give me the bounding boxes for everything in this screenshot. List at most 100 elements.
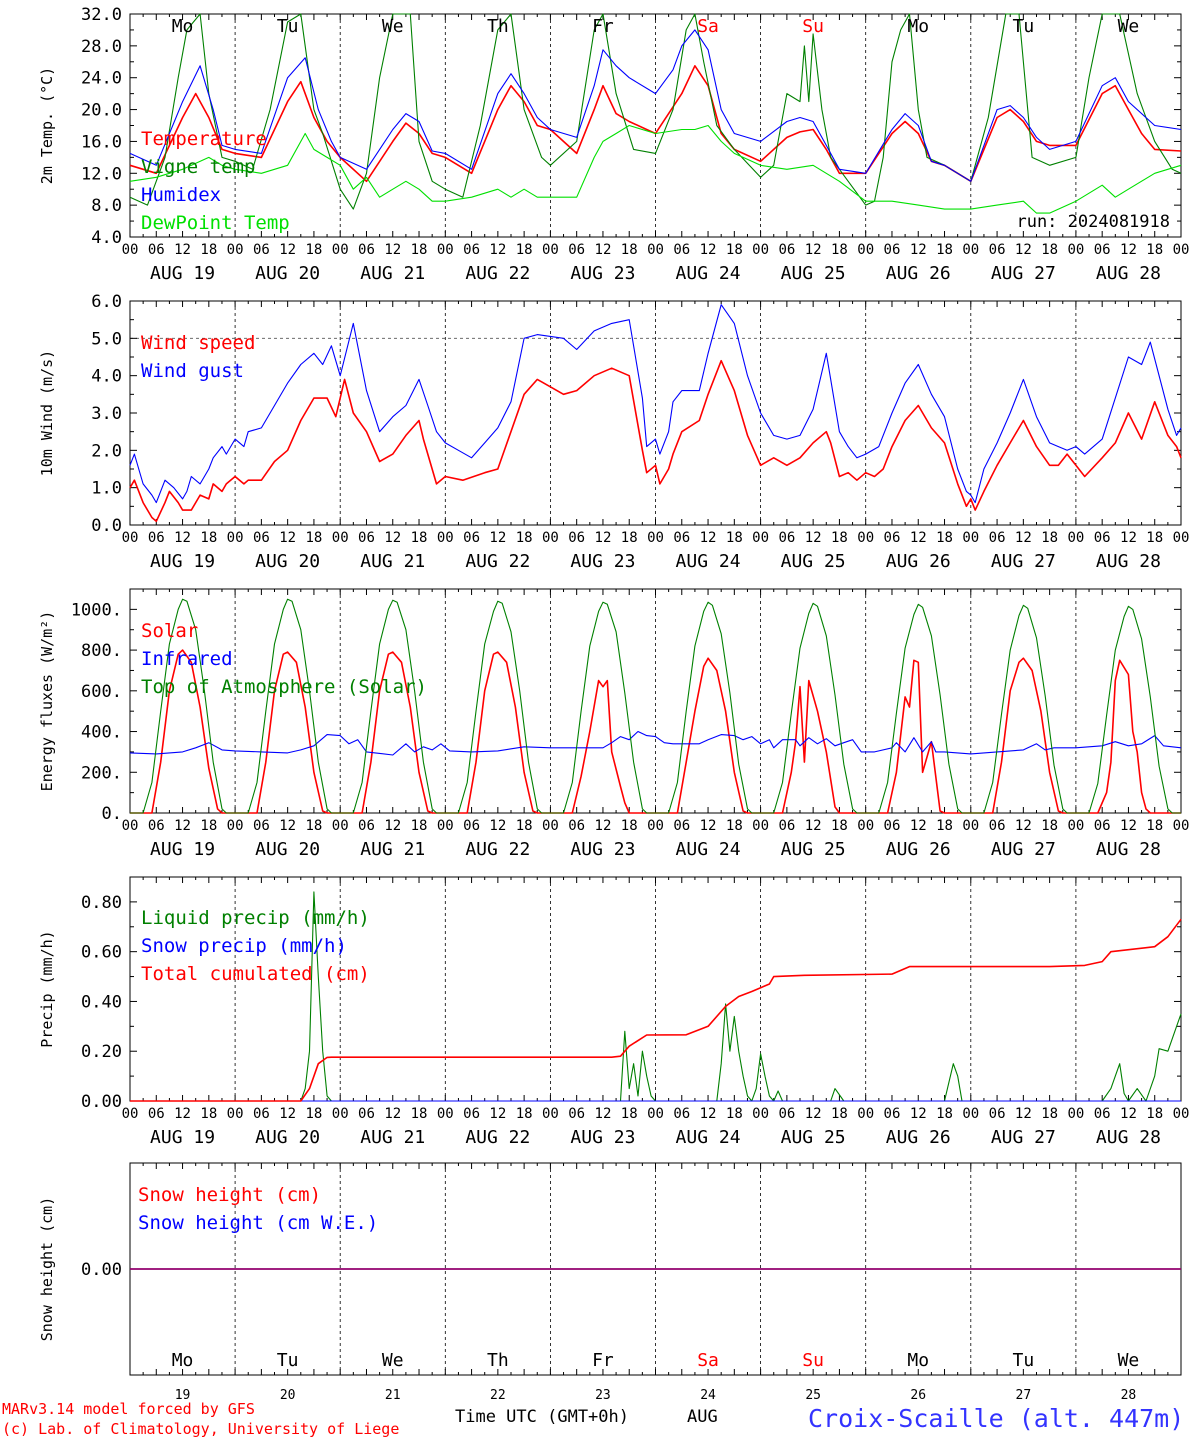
run-label: run: 2024081918 [1016,212,1170,232]
x-hour-label: 00 [1173,1106,1190,1122]
x-hour-label: 18 [200,1106,217,1122]
legend-entry: Snow precip (mm/h) [141,935,347,957]
x-hour-label: 18 [516,530,533,546]
x-hour-label: 18 [411,242,428,258]
x-hour-label: 18 [621,242,638,258]
chart-panels: 4.0 8.0 12.0 16.0 20.0 24.0 28.0 32.0 2m Temp. (… [38,5,1190,1376]
legend-entry: Top of Atmosphere (Solar) [141,676,427,698]
x-hour-label: 12 [805,818,822,834]
x-hour-label: 00 [542,1106,559,1122]
weekday-label: Tu [277,16,299,37]
x-hour-label: 12 [910,530,927,546]
x-hour-label: 06 [253,242,270,258]
x-day-label: AUG 21 [360,839,425,860]
snow-weekday-label: We [382,1350,404,1371]
x-hour-label: 00 [752,1106,769,1122]
x-day-label: AUG 20 [255,839,320,860]
x-day-label: AUG 23 [570,839,635,860]
legend-entry: Total cumulated (cm) [141,963,370,985]
y-tick-label: 600. [81,682,122,702]
x-day-label: AUG 24 [676,263,741,284]
x-day-label: AUG 20 [255,263,320,284]
legend-entry: Snow height (cm W.E.) [138,1212,378,1234]
series-line [130,918,1182,1102]
legend-entry: Humidex [141,184,221,206]
series-line [129,359,1182,523]
plot-frame [129,13,1182,238]
x-hour-label: 06 [989,242,1006,258]
weekday-label: Sa [697,16,719,37]
x-hour-label: 06 [1094,818,1111,834]
x-hour-label: 00 [542,530,559,546]
y-tick-label: 0.40 [81,992,122,1012]
y-tick-label: 28.0 [81,37,122,57]
snow-panel: 0.00 Snow height (cm) Snow height (cm) Snow… [38,1162,1182,1376]
legend-entry: Snow height (cm) [138,1184,321,1206]
x-hour-label: 06 [1094,1106,1111,1122]
x-day-label: AUG 24 [676,551,741,572]
x-day-label: AUG 20 [255,1127,320,1148]
x-day-label: AUG 22 [465,839,530,860]
x-hour-label: 06 [884,242,901,258]
x-hour-label: 12 [595,818,612,834]
x-hour-label: 00 [122,818,139,834]
x-day-label: AUG 25 [781,1127,846,1148]
x-hour-label: 00 [122,242,139,258]
x-hour-label: 00 [437,1106,454,1122]
x-hour-label: 18 [305,530,322,546]
x-hour-label: 18 [621,530,638,546]
series-line [129,304,1182,504]
x-day-label: AUG 21 [360,551,425,572]
x-hour-label: 06 [568,530,585,546]
precip-panel: 0.00 0.20 0.40 0.60 0.80 Precip (mm/h) 00 06 12 1… [38,876,1190,1148]
legend-entry: Infrared [141,648,233,670]
x-hour-label: 00 [332,818,349,834]
x-day-label: AUG 22 [465,1127,530,1148]
x-hour-label: 18 [726,818,743,834]
x-hour-label: 12 [489,530,506,546]
x-hour-label: 12 [384,1106,401,1122]
x-day-label: AUG 19 [150,839,215,860]
y-tick-label: 4.0 [91,367,122,387]
x-hour-label: 06 [568,1106,585,1122]
x-hour-label: 06 [148,818,165,834]
x-hour-label: 00 [437,818,454,834]
legend-entry: Liquid precip (mm/h) [141,907,370,929]
y-tick-label: 200. [81,763,122,783]
weekday-label: Mo [172,16,194,37]
y-tick-label: 400. [81,723,122,743]
x-hour-label: 00 [857,242,874,258]
x-hour-label: 12 [595,1106,612,1122]
x-hour-label: 00 [1067,818,1084,834]
x-hour-label: 12 [489,1106,506,1122]
x-hour-label: 12 [279,242,296,258]
x-day-label: AUG 26 [886,551,951,572]
snow-day-number: 28 [1121,1388,1137,1403]
x-hour-label: 12 [1120,1106,1137,1122]
x-day-label: AUG 28 [1096,839,1161,860]
y-tick-label: 1.0 [91,479,122,499]
x-hour-label: 12 [1120,530,1137,546]
x-hour-label: 06 [989,818,1006,834]
x-hour-label: 12 [489,818,506,834]
time-axis-label: Time UTC (GMT+0h) [455,1407,629,1427]
y-tick-label: 3.0 [91,404,122,424]
x-hour-label: 00 [1173,818,1190,834]
y-tick-label: 16.0 [81,132,122,152]
x-hour-label: 06 [778,242,795,258]
y-tick-label: 5.0 [91,329,122,349]
station-label: Croix-Scaille (alt. 447m) [808,1404,1184,1433]
x-hour-label: 00 [857,818,874,834]
series-line [130,649,1181,814]
x-hour-label: 00 [752,530,769,546]
x-hour-label: 06 [358,818,375,834]
x-hour-label: 18 [411,818,428,834]
snow-day-number: 26 [910,1388,926,1403]
x-hour-label: 00 [857,530,874,546]
legend-entry: Vigne temp [141,156,255,178]
x-hour-label: 18 [726,530,743,546]
x-hour-label: 00 [227,530,244,546]
y-tick-label: 32.0 [81,5,122,25]
x-day-label: AUG 25 [781,551,846,572]
x-hour-label: 12 [700,818,717,834]
